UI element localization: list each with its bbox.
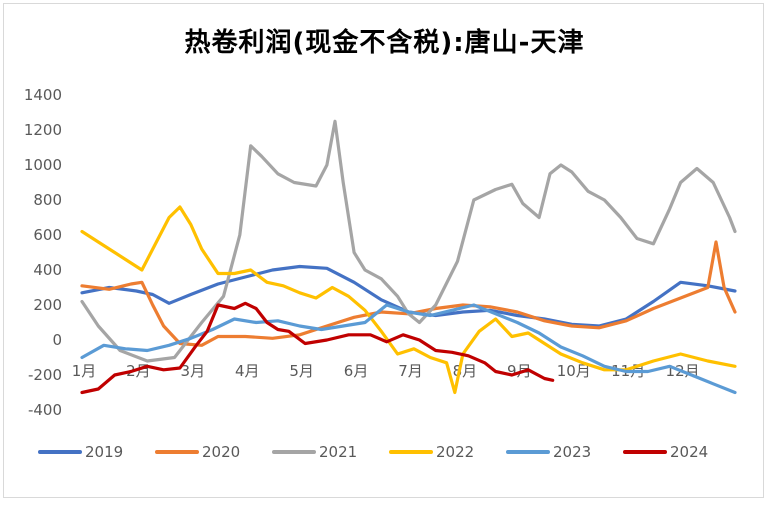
y-tick-label: 1400 [24, 86, 62, 104]
legend-label-2021: 2021 [319, 443, 357, 461]
y-tick-label: 600 [33, 226, 62, 244]
y-tick-label: -200 [28, 366, 62, 384]
legend-label-2023: 2023 [553, 443, 591, 461]
y-tick-label: 1000 [24, 156, 62, 174]
legend-label-2022: 2022 [436, 443, 474, 461]
y-tick-label: 1200 [24, 121, 62, 139]
legend: 2019 2020 2021 2022 2023 2024 [38, 443, 708, 461]
series-line-2023 [80, 303, 737, 395]
legend-label-2020: 2020 [202, 443, 240, 461]
chart-frame [3, 3, 764, 498]
y-tick-label: 0 [52, 331, 62, 349]
legend-label-2019: 2019 [85, 443, 123, 461]
legend-label-2024: 2024 [670, 443, 708, 461]
chart-title: 热卷利润(现金不含税):唐山-天津 [184, 28, 585, 58]
series-line-2024 [80, 301, 555, 395]
series-lines [80, 119, 737, 395]
series-line-2021 [80, 119, 737, 363]
x-tick-label: 3月 [181, 362, 206, 380]
x-tick-label: 1月 [72, 362, 97, 380]
x-tick-label: 8月 [453, 362, 478, 380]
x-tick-label: 4月 [235, 362, 260, 380]
series-line-2022 [80, 205, 737, 395]
x-tick-label: 5月 [289, 362, 314, 380]
x-tick-label: 7月 [398, 362, 423, 380]
y-tick-label: 200 [33, 296, 62, 314]
y-tick-label: -400 [28, 401, 62, 419]
y-tick-label: 800 [33, 191, 62, 209]
series-line-2019 [80, 264, 737, 328]
y-axis-ticks: -400 -200 0 200 400 600 800 1000 1200 1400 [24, 86, 62, 419]
y-tick-label: 400 [33, 261, 62, 279]
series-line-2020 [80, 240, 737, 347]
x-tick-label: 10月 [557, 362, 591, 380]
x-tick-label: 6月 [344, 362, 369, 380]
